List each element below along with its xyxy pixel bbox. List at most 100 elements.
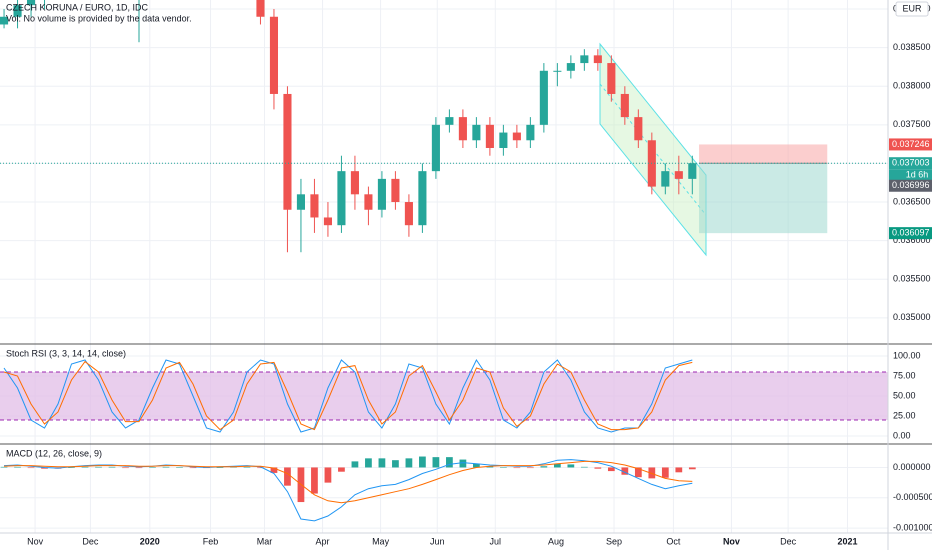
histogram-bar bbox=[661, 467, 669, 478]
currency-badge bbox=[895, 1, 929, 17]
price-tag bbox=[889, 157, 932, 170]
price-tag bbox=[889, 227, 932, 240]
candle-body bbox=[0, 16, 9, 25]
volume-note: Vol: No volume is provided by the data v… bbox=[6, 13, 192, 23]
price-tag-label: 0.036097 bbox=[892, 228, 930, 238]
candle-body bbox=[418, 171, 427, 226]
candle-body bbox=[458, 117, 467, 141]
candle-body bbox=[404, 202, 413, 226]
histogram-bar bbox=[135, 467, 143, 469]
histogram-bar bbox=[41, 467, 48, 469]
y-tick-label: -0.000500 bbox=[893, 492, 932, 502]
countdown-label: 1d 6h bbox=[906, 170, 929, 180]
candle-body bbox=[431, 124, 440, 172]
histogram-bar bbox=[243, 466, 251, 468]
x-tick-label: Dec bbox=[82, 536, 99, 546]
x-tick-label: Jun bbox=[430, 536, 445, 546]
histogram-bar bbox=[553, 463, 561, 468]
y-tick-label: 0.036500 bbox=[893, 196, 931, 206]
histogram-bar bbox=[405, 458, 413, 468]
candle-body bbox=[688, 163, 697, 179]
x-tick-label: Nov bbox=[27, 536, 44, 546]
histogram-bar bbox=[149, 467, 156, 468]
x-tick-label: Jul bbox=[490, 536, 502, 546]
candle-body bbox=[499, 132, 508, 148]
histogram-bar bbox=[513, 467, 521, 469]
y-tick-label: 0.035500 bbox=[893, 274, 931, 284]
candle-body bbox=[391, 178, 400, 203]
histogram-bar bbox=[0, 466, 8, 468]
histogram-bar bbox=[216, 467, 224, 468]
y-tick-label: 0.037500 bbox=[893, 119, 931, 129]
price-tag-label: 0.037246 bbox=[892, 139, 930, 149]
histogram-bar bbox=[95, 466, 102, 468]
price-tag-label: 0.036996 bbox=[892, 180, 930, 190]
stoch-title: Stoch RSI (3, 3, 14, 14, close) bbox=[6, 348, 126, 358]
histogram-bar bbox=[14, 466, 21, 468]
histogram-bar bbox=[338, 467, 345, 472]
reward-zone bbox=[699, 163, 828, 234]
y-tick-label: 0.000000 bbox=[893, 462, 931, 472]
candle-body bbox=[634, 117, 643, 141]
histogram-bar bbox=[473, 463, 480, 468]
histogram-bar bbox=[257, 467, 264, 469]
histogram-bar bbox=[81, 466, 89, 468]
price-tag-label: 0.037003 bbox=[892, 158, 930, 168]
histogram-bar bbox=[459, 459, 467, 468]
histogram-bar bbox=[270, 467, 278, 473]
histogram-bar bbox=[351, 461, 359, 468]
indicator-line bbox=[3, 459, 693, 522]
histogram-bar bbox=[68, 467, 75, 468]
candle-body bbox=[13, 5, 22, 17]
histogram-bar bbox=[594, 467, 602, 469]
candle-body bbox=[472, 124, 481, 141]
histogram-bar bbox=[419, 456, 426, 468]
histogram-bar bbox=[621, 467, 629, 475]
candle-body bbox=[485, 124, 494, 148]
candle-body bbox=[256, 0, 265, 17]
candle-body bbox=[607, 63, 616, 94]
candle-body bbox=[566, 63, 575, 71]
y-tick-label: 0.036000 bbox=[893, 235, 931, 245]
indicator-line bbox=[3, 360, 693, 431]
candle-body bbox=[526, 124, 535, 141]
candle-body bbox=[512, 132, 521, 141]
indicator-line bbox=[3, 460, 693, 504]
candle-body bbox=[553, 70, 562, 72]
histogram-bar bbox=[634, 467, 642, 478]
candle-body bbox=[674, 171, 683, 179]
price-tag bbox=[889, 138, 932, 151]
histogram-bar bbox=[675, 467, 683, 473]
x-tick-label: 2021 bbox=[837, 536, 857, 546]
histogram-bar bbox=[108, 466, 116, 468]
histogram-bar bbox=[392, 460, 399, 468]
candle-body bbox=[350, 171, 359, 195]
x-tick-label: Feb bbox=[203, 536, 219, 546]
candle-body bbox=[26, 0, 36, 6]
y-tick-label: 100.00 bbox=[893, 350, 921, 360]
histogram-bar bbox=[540, 466, 548, 468]
histogram-bar bbox=[500, 467, 507, 468]
x-tick-label: Aug bbox=[548, 536, 564, 546]
candle-body bbox=[377, 178, 386, 210]
histogram-bar bbox=[567, 464, 575, 468]
indicator-line bbox=[3, 358, 693, 433]
histogram-bar bbox=[580, 466, 588, 468]
candle-body bbox=[310, 194, 319, 218]
histogram-bar bbox=[365, 458, 372, 468]
y-tick-label: 0.038000 bbox=[893, 81, 931, 91]
price-tag bbox=[889, 179, 932, 192]
y-tick-label: 0.00 bbox=[893, 430, 911, 440]
y-tick-label: -0.001000 bbox=[893, 523, 932, 533]
histogram-bar bbox=[526, 467, 534, 469]
candle-body bbox=[661, 171, 670, 187]
x-tick-label: Dec bbox=[780, 536, 797, 546]
candle-body bbox=[269, 16, 279, 94]
histogram-bar bbox=[311, 467, 318, 494]
candle-body bbox=[323, 217, 332, 226]
histogram-bar bbox=[446, 457, 453, 468]
histogram-bar bbox=[648, 467, 656, 479]
histogram-bar bbox=[324, 467, 332, 483]
x-tick-label: Oct bbox=[666, 536, 681, 546]
